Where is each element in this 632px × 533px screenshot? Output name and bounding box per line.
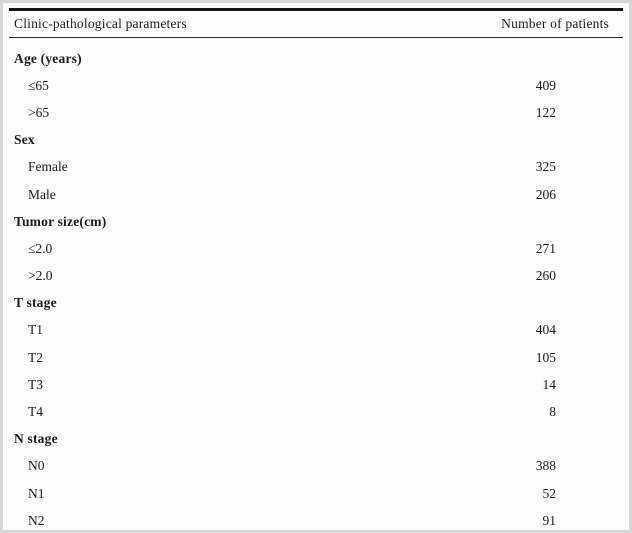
row-label: Age (years) — [14, 50, 82, 66]
table-row: T1 404 — [9, 317, 623, 344]
row-label: ≤65 — [28, 77, 49, 93]
row-label: N1 — [28, 485, 45, 501]
row-value: 122 — [535, 104, 556, 120]
table-row: N stage — [9, 426, 623, 453]
table-row: T stage — [9, 290, 623, 317]
row-label: N stage — [14, 431, 58, 447]
row-label: N2 — [28, 512, 45, 528]
table-row: >65 122 — [9, 99, 623, 126]
row-label: T2 — [28, 349, 43, 365]
row-label: >2.0 — [28, 268, 53, 284]
row-label: T3 — [28, 376, 43, 392]
row-value: 206 — [535, 186, 556, 202]
row-value: 14 — [542, 376, 557, 392]
row-value: 91 — [542, 512, 557, 528]
table-row: N2 91 — [9, 507, 623, 530]
table-row: T4 8 — [9, 398, 623, 425]
table-row: ≤2.0 271 — [9, 235, 623, 262]
table-row: Female 325 — [9, 154, 623, 181]
table-row: N1 52 — [9, 480, 623, 507]
table-row: Age (years) — [9, 45, 623, 72]
table-row: Male 206 — [9, 181, 623, 208]
row-value: 271 — [535, 240, 556, 256]
row-label: >65 — [28, 104, 50, 120]
table-body: Age (years) ≤65 409 >65 122 Sex Female 325 Male 2… — [9, 38, 623, 530]
table-row: Sex — [9, 127, 623, 154]
row-value: 8 — [549, 404, 556, 420]
table-row: ≤65 409 — [9, 72, 623, 99]
row-value: 388 — [535, 458, 556, 474]
row-label: Male — [28, 186, 56, 202]
row-label: T stage — [14, 295, 57, 311]
table-header: Clinic-pathological parameters Number of… — [9, 11, 623, 38]
clinical-parameters-table: Clinic-pathological parameters Number of… — [9, 8, 623, 530]
table-row: >2.0 260 — [9, 263, 623, 290]
column-header-parameters: Clinic-pathological parameters — [14, 16, 187, 31]
row-value: 52 — [542, 485, 557, 501]
row-label: ≤2.0 — [28, 240, 53, 256]
row-label: Female — [28, 159, 68, 175]
table-row: T2 105 — [9, 344, 623, 371]
row-value: 404 — [535, 322, 556, 338]
row-label: Tumor size(cm) — [14, 213, 107, 229]
table-row: N0 388 — [9, 453, 623, 480]
row-value: 409 — [535, 77, 556, 93]
row-label: T1 — [28, 322, 43, 338]
table-row: Tumor size(cm) — [9, 208, 623, 235]
row-value: 105 — [535, 349, 556, 365]
row-label: Sex — [14, 132, 35, 148]
row-value: 260 — [535, 268, 556, 284]
table-row: T3 14 — [9, 371, 623, 398]
row-label: N0 — [28, 458, 45, 474]
column-header-patients: Number of patients — [501, 16, 609, 31]
row-value: 325 — [535, 159, 556, 175]
row-label: T4 — [28, 404, 43, 420]
